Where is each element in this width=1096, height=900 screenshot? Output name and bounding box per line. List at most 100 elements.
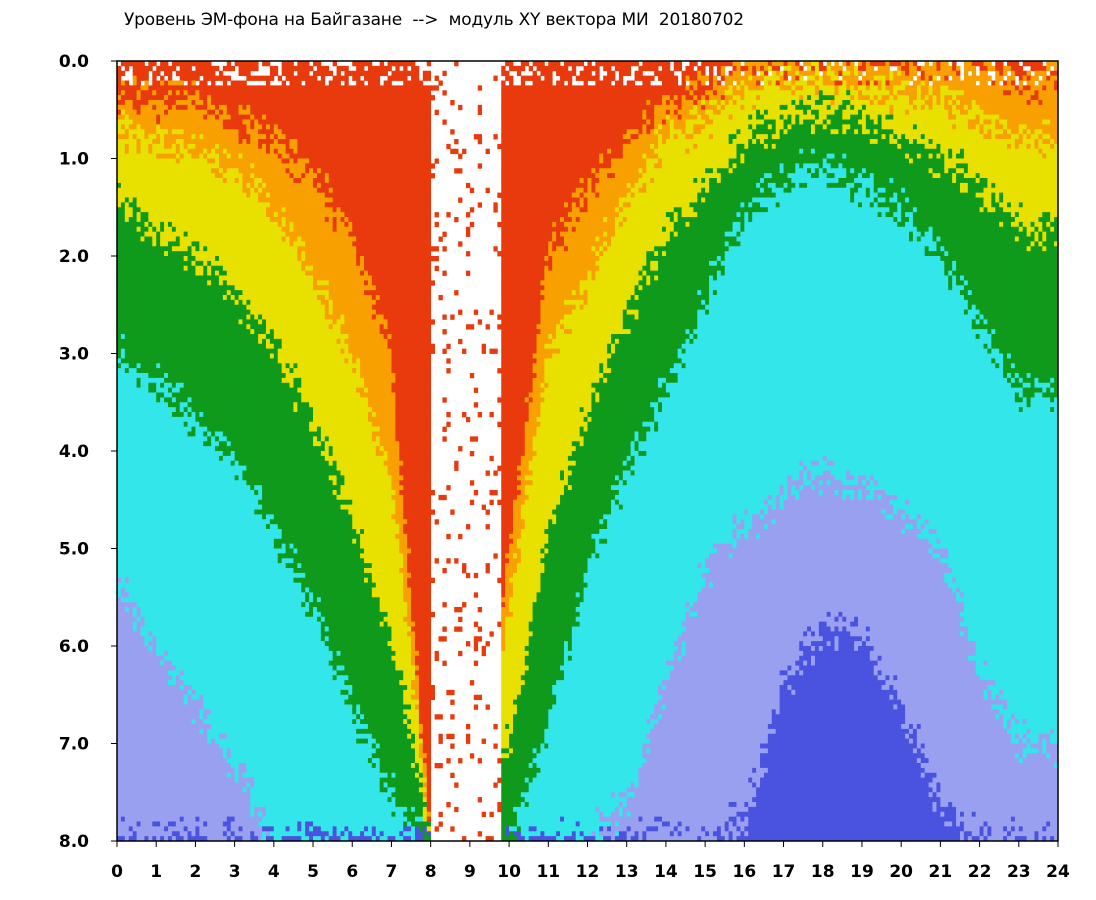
heatmap-cell: [180, 739, 184, 744]
heatmap-cell: [227, 256, 231, 261]
heatmap-cell: [137, 744, 141, 749]
heatmap-cell: [137, 826, 141, 831]
heatmap-cell: [125, 397, 129, 402]
heatmap-cell: [172, 475, 176, 480]
heatmap-cell: [227, 85, 231, 90]
heatmap-cell: [188, 402, 192, 407]
heatmap-cell: [129, 451, 133, 456]
heatmap-cell: [227, 105, 231, 110]
heatmap-cell: [144, 412, 148, 417]
heatmap-cell: [199, 573, 203, 578]
heatmap-cell: [192, 334, 196, 339]
heatmap-cell: [207, 354, 211, 359]
heatmap-cell: [137, 207, 141, 212]
heatmap-cell: [227, 524, 231, 529]
heatmap-cell: [144, 149, 148, 154]
heatmap-cell: [164, 71, 168, 76]
heatmap-cell: [133, 705, 137, 710]
heatmap-cell: [164, 271, 168, 276]
heatmap-cell: [129, 490, 133, 495]
heatmap-cell: [207, 739, 211, 744]
heatmap-cell: [184, 709, 188, 714]
heatmap-cell: [172, 514, 176, 519]
heatmap-cell: [219, 661, 223, 666]
heatmap-cell: [199, 529, 203, 534]
heatmap-cell: [188, 792, 192, 797]
heatmap-cell: [125, 368, 129, 373]
heatmap-cell: [203, 563, 207, 568]
heatmap-cell: [211, 344, 215, 349]
heatmap-cell: [176, 339, 180, 344]
heatmap-cell: [144, 466, 148, 471]
heatmap-cell: [137, 471, 141, 476]
heatmap-cell: [141, 739, 145, 744]
heatmap-cell: [121, 666, 125, 671]
heatmap-cell: [168, 539, 172, 544]
heatmap-cell: [199, 149, 203, 154]
heatmap-cell: [215, 295, 219, 300]
heatmap-cell: [219, 466, 223, 471]
heatmap-cell: [160, 120, 164, 125]
heatmap-cell: [148, 163, 152, 168]
heatmap-cell: [211, 661, 215, 666]
heatmap-cell: [223, 198, 227, 203]
heatmap-cell: [184, 753, 188, 758]
heatmap-cell: [144, 168, 148, 173]
heatmap-cell: [156, 266, 160, 271]
heatmap-cell: [137, 120, 141, 125]
heatmap-cell: [199, 714, 203, 719]
heatmap-cell: [176, 154, 180, 159]
heatmap-cell: [207, 358, 211, 363]
heatmap-cell: [133, 344, 137, 349]
heatmap-cell: [227, 622, 231, 627]
heatmap-cell: [180, 100, 184, 105]
heatmap-cell: [141, 500, 145, 505]
heatmap-cell: [160, 510, 164, 515]
heatmap-cell: [219, 480, 223, 485]
heatmap-cell: [172, 822, 176, 827]
heatmap-cell: [129, 144, 133, 149]
heatmap-cell: [125, 792, 129, 797]
heatmap-cell: [188, 85, 192, 90]
heatmap-cell: [133, 807, 137, 812]
heatmap-cell: [227, 456, 231, 461]
heatmap-cell: [148, 402, 152, 407]
heatmap-cell: [152, 446, 156, 451]
heatmap-cell: [164, 636, 168, 641]
heatmap-cell: [156, 363, 160, 368]
heatmap-cell: [172, 115, 176, 120]
heatmap-cell: [141, 797, 145, 802]
heatmap-cell: [223, 227, 227, 232]
heatmap-cell: [215, 768, 219, 773]
heatmap-cell: [199, 227, 203, 232]
heatmap-cell: [137, 656, 141, 661]
heatmap-cell: [172, 592, 176, 597]
heatmap-cell: [156, 85, 160, 90]
heatmap-cell: [199, 500, 203, 505]
heatmap-cell: [192, 802, 196, 807]
heatmap-cell: [133, 768, 137, 773]
heatmap-cell: [176, 290, 180, 295]
heatmap-cell: [180, 305, 184, 310]
heatmap-cell: [160, 256, 164, 261]
heatmap-cell: [152, 354, 156, 359]
heatmap-cell: [215, 617, 219, 622]
heatmap-cell: [195, 475, 199, 480]
heatmap-cell: [184, 490, 188, 495]
heatmap-cell: [141, 719, 145, 724]
heatmap-cell: [141, 558, 145, 563]
heatmap-cell: [215, 324, 219, 329]
heatmap-cell: [133, 115, 137, 120]
heatmap-cell: [172, 334, 176, 339]
heatmap-cell: [164, 441, 168, 446]
heatmap-cell: [219, 451, 223, 456]
heatmap-cell: [168, 300, 172, 305]
heatmap-cell: [223, 471, 227, 476]
heatmap-cell: [215, 641, 219, 646]
heatmap-cell: [203, 427, 207, 432]
heatmap-cell: [215, 432, 219, 437]
heatmap-cell: [195, 217, 199, 222]
heatmap-cell: [121, 578, 125, 583]
heatmap-cell: [211, 129, 215, 134]
heatmap-cell: [152, 831, 156, 836]
